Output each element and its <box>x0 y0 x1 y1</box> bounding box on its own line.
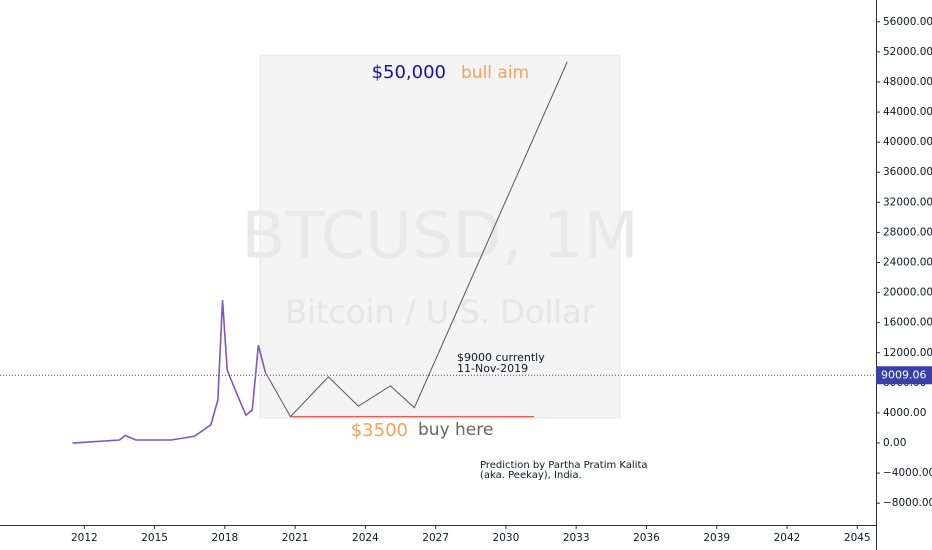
x-tick-label: 2024 <box>352 532 379 544</box>
annotation: 11-Nov-2019 <box>457 362 528 375</box>
y-tick-label: 24000.00 <box>883 257 932 269</box>
watermark: Bitcoin / U.S. Dollar <box>285 293 596 331</box>
annotation: $50,000 <box>372 62 446 83</box>
y-tick-label: 36000.00 <box>883 166 932 178</box>
annotation: $3500 <box>351 420 408 441</box>
price-label-bg <box>876 366 932 385</box>
x-tick-label: 2027 <box>422 532 449 544</box>
y-tick-label: 4000.00 <box>883 407 926 419</box>
y-tick-label: 0.00 <box>883 437 906 449</box>
annotation: (aka. Peekay), India. <box>480 470 582 481</box>
watermark: BTCUSD, 1M <box>241 200 638 274</box>
annotation: bull aim <box>461 63 529 83</box>
y-tick-label: 16000.00 <box>883 317 932 329</box>
x-tick-label: 2045 <box>844 532 871 544</box>
x-tick-label: 2030 <box>493 532 520 544</box>
x-tick-label: 2039 <box>703 532 730 544</box>
x-tick-label: 2042 <box>774 532 801 544</box>
drawing-box <box>259 54 621 419</box>
y-tick-label: 48000.00 <box>883 76 932 88</box>
price-label: 9009.06 <box>881 368 927 381</box>
x-tick-label: 2012 <box>71 532 98 544</box>
annotation: buy here <box>418 420 493 440</box>
x-tick-label: 2018 <box>211 532 238 544</box>
annotation: Prediction by Partha Pratim Kalita <box>480 460 648 471</box>
x-tick-label: 2036 <box>633 532 660 544</box>
series-line <box>72 300 267 444</box>
y-tick-label: 44000.00 <box>883 106 932 118</box>
y-tick-label: 12000.00 <box>883 347 932 359</box>
annotation: $9000 currently <box>457 351 545 364</box>
y-tick-label: 56000.00 <box>883 16 932 28</box>
y-tick-label: −8000.00 <box>883 497 932 509</box>
y-tick-label: 32000.00 <box>883 196 932 208</box>
x-tick-label: 2015 <box>141 532 168 544</box>
y-tick-label: 40000.00 <box>883 136 932 148</box>
x-tick-label: 2033 <box>563 532 590 544</box>
x-tick-label: 2021 <box>282 532 309 544</box>
y-tick-label: 28000.00 <box>883 226 932 238</box>
series-line <box>264 61 568 418</box>
y-tick-label: 20000.00 <box>883 287 932 299</box>
y-tick-label: 52000.00 <box>883 46 932 58</box>
y-tick-label: −4000.00 <box>883 467 932 479</box>
